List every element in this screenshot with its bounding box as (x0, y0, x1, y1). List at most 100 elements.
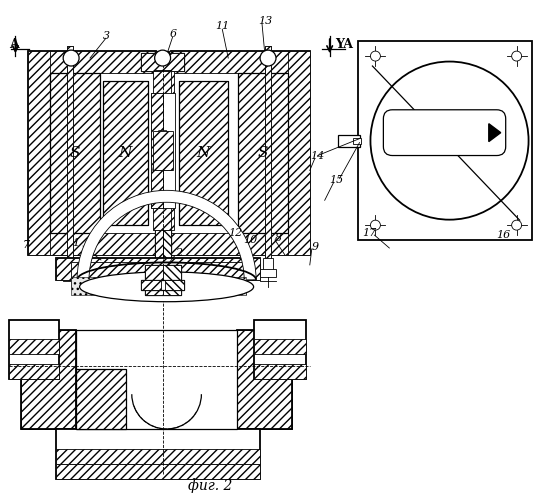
Bar (153, 71, 171, 230)
Bar (66, 258, 76, 270)
Bar (141, 53, 185, 71)
Bar (103, 81, 148, 225)
Bar (28, 51, 50, 255)
Bar (150, 93, 162, 208)
Bar (67, 46, 73, 270)
Text: S: S (70, 146, 80, 160)
Bar (56, 258, 260, 280)
Bar (179, 81, 228, 225)
Bar (155, 51, 162, 275)
Bar (353, 138, 360, 143)
Bar (28, 51, 156, 255)
Text: 6: 6 (170, 29, 177, 39)
Polygon shape (153, 130, 173, 170)
Bar (162, 265, 180, 294)
Bar (76, 370, 126, 429)
Bar (9, 364, 59, 380)
Text: 11: 11 (215, 21, 229, 31)
Bar (171, 51, 310, 73)
Bar (103, 81, 148, 225)
Circle shape (63, 50, 79, 66)
Bar (254, 364, 306, 380)
Text: 1: 1 (72, 238, 80, 248)
Text: A: A (9, 38, 19, 51)
Bar (141, 280, 161, 290)
Bar (162, 51, 171, 275)
Bar (288, 51, 310, 255)
Bar (238, 73, 288, 233)
Bar (21, 330, 76, 429)
Bar (265, 46, 271, 270)
Text: N: N (197, 146, 210, 160)
Bar (56, 464, 260, 478)
Bar (254, 340, 306, 354)
Text: 17: 17 (362, 228, 377, 238)
Text: 13: 13 (258, 16, 272, 26)
Bar (50, 73, 100, 233)
Bar (67, 46, 73, 270)
Text: N: N (119, 146, 132, 160)
Bar (156, 208, 171, 230)
Bar (71, 277, 246, 294)
Text: 12: 12 (228, 228, 243, 238)
Polygon shape (489, 124, 501, 142)
Circle shape (512, 220, 522, 230)
Circle shape (371, 220, 380, 230)
Text: фиг. 2: фиг. 2 (188, 478, 233, 493)
Bar (28, 51, 156, 73)
Bar (171, 51, 310, 255)
Bar (238, 73, 288, 233)
Bar (254, 320, 306, 380)
Bar (145, 265, 162, 294)
Bar (50, 73, 100, 233)
Circle shape (260, 50, 276, 66)
Bar (156, 71, 173, 230)
Bar (56, 449, 260, 464)
Text: 2: 2 (175, 248, 182, 258)
Bar (9, 340, 59, 354)
Bar (156, 71, 171, 93)
Text: 15: 15 (330, 176, 344, 186)
Bar (338, 134, 360, 146)
Bar (155, 51, 171, 275)
Bar (28, 233, 156, 255)
Bar (76, 370, 126, 429)
Ellipse shape (80, 272, 253, 302)
Bar (165, 280, 185, 290)
Bar (237, 330, 292, 429)
Bar (237, 330, 292, 429)
Bar (9, 320, 59, 380)
Bar (153, 130, 173, 170)
Text: 7: 7 (23, 240, 30, 250)
Text: S: S (258, 146, 268, 160)
Bar (63, 269, 79, 277)
Bar (150, 93, 174, 208)
Bar (171, 233, 310, 255)
FancyBboxPatch shape (383, 110, 506, 156)
Bar (260, 269, 276, 277)
Bar (141, 280, 185, 290)
Text: YA: YA (335, 38, 353, 51)
Text: 14: 14 (311, 150, 325, 160)
Text: 9: 9 (311, 242, 318, 252)
Text: 3: 3 (102, 31, 110, 41)
Text: 16: 16 (496, 230, 511, 240)
Bar (358, 41, 531, 240)
Circle shape (155, 50, 171, 66)
Text: 8: 8 (274, 233, 282, 243)
Bar (156, 71, 171, 230)
Wedge shape (77, 190, 256, 280)
Bar (145, 265, 180, 294)
Text: 10: 10 (243, 235, 257, 245)
Bar (263, 258, 273, 270)
Bar (21, 330, 76, 429)
Bar (265, 46, 271, 270)
Circle shape (371, 62, 529, 220)
Circle shape (371, 51, 380, 61)
Bar (141, 53, 185, 71)
Bar (56, 258, 260, 280)
Bar (76, 330, 237, 429)
Bar (56, 429, 260, 478)
Bar (71, 262, 246, 280)
Bar (179, 81, 228, 225)
